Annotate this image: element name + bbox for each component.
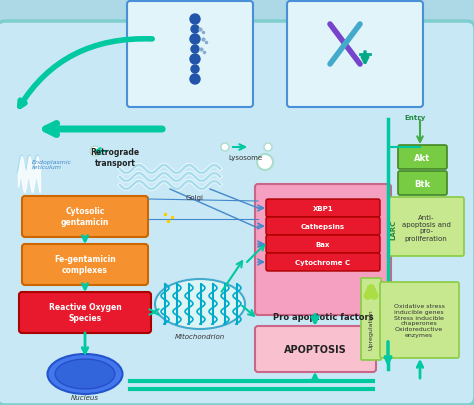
Text: Entry: Entry bbox=[404, 115, 426, 121]
Circle shape bbox=[190, 55, 200, 65]
Text: Anti-
apoptosis and
pro-
proliferation: Anti- apoptosis and pro- proliferation bbox=[401, 214, 450, 241]
Text: Reactive Oxygen
Species: Reactive Oxygen Species bbox=[49, 303, 121, 322]
Text: LARC: LARC bbox=[390, 220, 396, 239]
Text: Mitochondrion: Mitochondrion bbox=[175, 333, 225, 339]
FancyBboxPatch shape bbox=[19, 292, 151, 333]
Text: Oxidative stress
inducible genes
Stress inducible
chaperones
Oxidoreductive
enzy: Oxidative stress inducible genes Stress … bbox=[393, 303, 445, 337]
Ellipse shape bbox=[155, 279, 245, 329]
FancyBboxPatch shape bbox=[266, 200, 380, 217]
FancyBboxPatch shape bbox=[0, 22, 474, 405]
FancyBboxPatch shape bbox=[398, 146, 447, 170]
Text: Lysosome: Lysosome bbox=[228, 155, 262, 161]
Circle shape bbox=[190, 75, 200, 85]
Text: Golgi: Golgi bbox=[186, 194, 204, 200]
FancyBboxPatch shape bbox=[388, 198, 464, 256]
FancyBboxPatch shape bbox=[361, 278, 381, 360]
Text: Btk: Btk bbox=[414, 179, 430, 188]
FancyBboxPatch shape bbox=[22, 244, 148, 285]
FancyBboxPatch shape bbox=[22, 196, 148, 237]
Text: APOPTOSIS: APOPTOSIS bbox=[283, 344, 346, 354]
Circle shape bbox=[191, 26, 199, 34]
Circle shape bbox=[90, 147, 100, 157]
FancyBboxPatch shape bbox=[287, 2, 423, 108]
Text: Retrograde
transport: Retrograde transport bbox=[91, 148, 139, 167]
Text: Fe-gentamicin
complexes: Fe-gentamicin complexes bbox=[54, 255, 116, 274]
FancyBboxPatch shape bbox=[255, 326, 376, 372]
FancyBboxPatch shape bbox=[380, 282, 459, 358]
FancyBboxPatch shape bbox=[127, 2, 253, 108]
Circle shape bbox=[191, 46, 199, 54]
FancyBboxPatch shape bbox=[255, 185, 391, 315]
Text: Cytosolic
gentamicin: Cytosolic gentamicin bbox=[61, 207, 109, 226]
Text: Pro apoptotic factors: Pro apoptotic factors bbox=[273, 313, 374, 322]
Circle shape bbox=[191, 66, 199, 74]
Circle shape bbox=[190, 35, 200, 45]
Text: Upregulation: Upregulation bbox=[368, 309, 374, 350]
Circle shape bbox=[257, 155, 273, 171]
Text: Cytochrome C: Cytochrome C bbox=[295, 259, 351, 265]
FancyBboxPatch shape bbox=[266, 235, 380, 254]
Circle shape bbox=[190, 15, 200, 25]
FancyBboxPatch shape bbox=[398, 172, 447, 196]
Text: Akt: Akt bbox=[414, 153, 430, 162]
FancyBboxPatch shape bbox=[266, 217, 380, 235]
FancyBboxPatch shape bbox=[266, 254, 380, 271]
Ellipse shape bbox=[47, 354, 122, 394]
Text: Bax: Bax bbox=[316, 241, 330, 247]
Text: Endoplasmic
reticulum: Endoplasmic reticulum bbox=[32, 159, 72, 170]
Ellipse shape bbox=[55, 359, 115, 389]
Text: XBP1: XBP1 bbox=[313, 205, 333, 211]
Text: Nucleus: Nucleus bbox=[71, 394, 99, 400]
Text: Cathepsins: Cathepsins bbox=[301, 224, 345, 230]
Circle shape bbox=[221, 144, 229, 151]
Circle shape bbox=[264, 144, 272, 151]
